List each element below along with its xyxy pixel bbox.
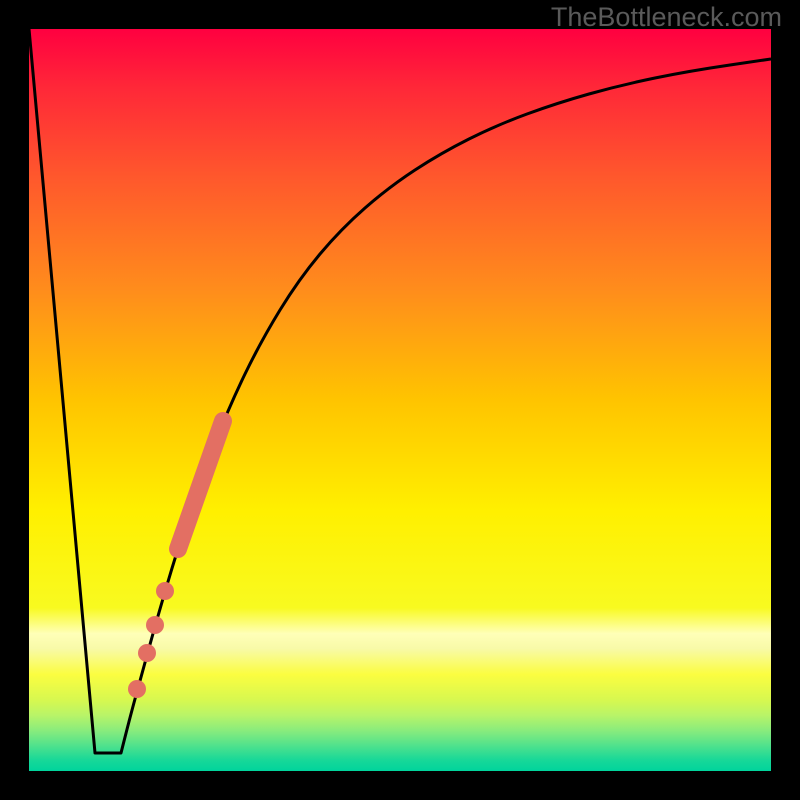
marker-dot — [156, 582, 174, 600]
chart-background — [29, 29, 771, 771]
bottleneck-chart — [29, 29, 771, 771]
marker-dot — [146, 616, 164, 634]
marker-dot — [138, 644, 156, 662]
marker-dot — [128, 680, 146, 698]
watermark-text: TheBottleneck.com — [551, 2, 782, 33]
